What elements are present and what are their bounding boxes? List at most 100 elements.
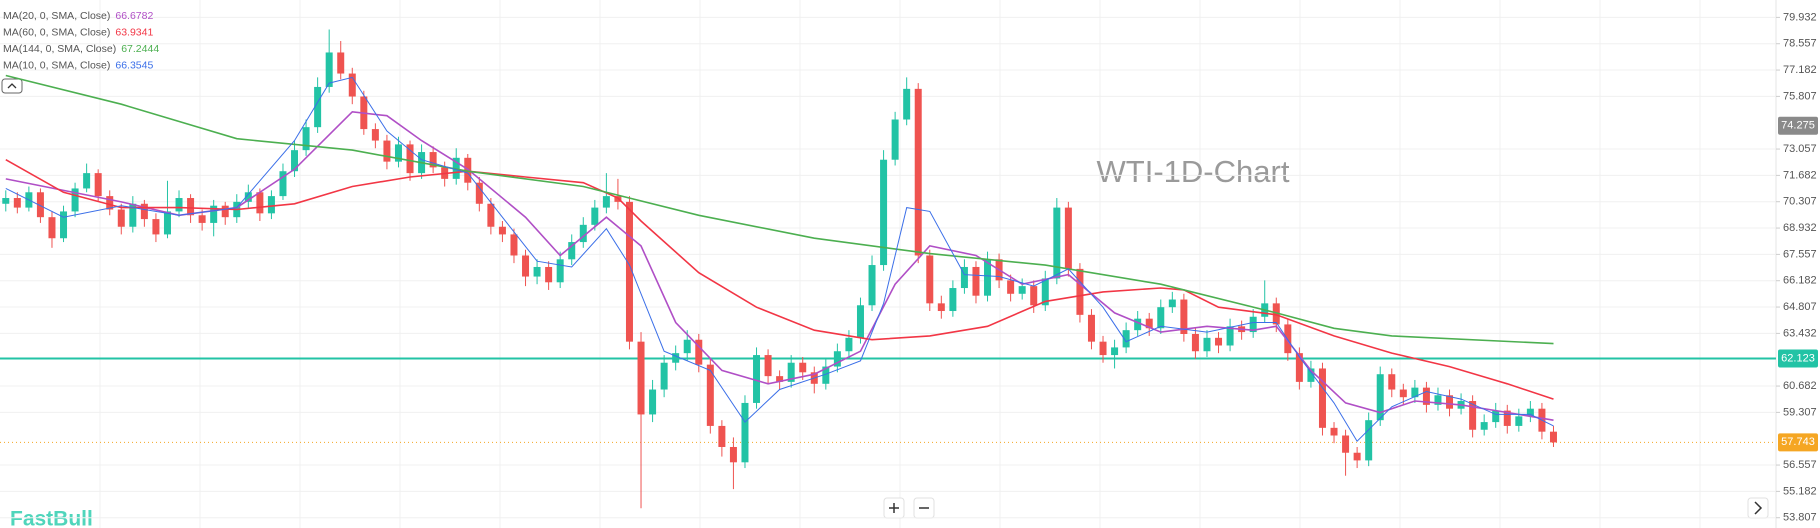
y-tick-label: 70.307	[1783, 196, 1817, 208]
collapse-icon	[7, 83, 17, 89]
candle-body	[1503, 410, 1511, 426]
zoom-in-icon	[889, 503, 899, 513]
candle-body	[545, 266, 553, 283]
candle-body	[1342, 435, 1350, 453]
candle-body	[291, 150, 299, 172]
scroll-right[interactable]	[1747, 497, 1769, 519]
candle-body	[845, 337, 853, 352]
candle-body	[406, 144, 414, 174]
y-tick-label: 64.807	[1783, 301, 1817, 313]
y-tick-label: 63.432	[1783, 327, 1817, 339]
candle-body	[1157, 307, 1165, 329]
price-tag	[1778, 116, 1818, 135]
candle-body	[602, 196, 610, 208]
y-tick-label: 78.557	[1783, 38, 1817, 50]
candle-body	[822, 366, 830, 384]
candle-body	[394, 144, 402, 162]
candle-body	[279, 171, 287, 197]
candle-body	[522, 255, 530, 277]
y-tick-label: 66.182	[1783, 275, 1817, 287]
candle-body	[579, 224, 587, 243]
candle-body	[1180, 299, 1188, 334]
candle-body	[556, 259, 564, 283]
legend-value: 66.3545	[115, 59, 153, 71]
candle-body	[325, 52, 333, 87]
price-tag-label: 57.743	[1781, 436, 1815, 448]
collapse-box[interactable]	[1, 78, 23, 94]
candle-body	[13, 198, 21, 208]
candle-body	[1053, 207, 1061, 279]
candle-body	[868, 265, 876, 306]
candle-body	[1284, 324, 1292, 354]
candle-body	[799, 362, 807, 373]
candle-body	[1469, 401, 1477, 430]
collapse-button[interactable]	[1, 78, 23, 94]
candle-body	[1353, 452, 1361, 461]
y-tick-label: 79.932	[1783, 11, 1817, 23]
price-tag-label: 74.275	[1781, 120, 1815, 132]
candle-body	[36, 192, 44, 218]
candle-body	[1399, 389, 1407, 398]
candle-body	[1203, 337, 1211, 352]
candle-body	[210, 205, 218, 223]
candle-body	[1492, 410, 1500, 423]
candle-body	[972, 266, 980, 296]
scroll-right-box[interactable]	[1747, 497, 1769, 519]
candle-body	[198, 215, 206, 223]
y-tick-label: 60.682	[1783, 380, 1817, 392]
candle-body	[637, 341, 645, 415]
candle-body	[1365, 420, 1373, 461]
y-tick-label: 68.932	[1783, 222, 1817, 234]
zoom-in[interactable]	[883, 497, 905, 519]
candle-body	[2, 198, 10, 204]
legend-value: 67.2444	[121, 43, 159, 55]
legend-name: MA(144, 0, SMA, Close)	[3, 43, 116, 55]
candle-body	[129, 203, 137, 227]
candle-body	[175, 198, 183, 212]
y-tick-label: 77.182	[1783, 64, 1817, 76]
legend-name: MA(10, 0, SMA, Close)	[3, 59, 110, 71]
candle-body	[1018, 286, 1026, 294]
zoom-out[interactable]	[913, 497, 935, 519]
candle-body	[1191, 333, 1199, 352]
price-tag	[1778, 433, 1818, 452]
candle-body	[660, 362, 668, 390]
candle-body	[1318, 368, 1326, 428]
vertical-grid	[99, 0, 1701, 528]
y-tick-label: 59.307	[1783, 406, 1817, 418]
candle-body	[914, 88, 922, 256]
candle-body	[498, 226, 506, 235]
candle-body	[672, 353, 680, 363]
candle-body	[510, 234, 518, 256]
ma-line	[5, 110, 1554, 421]
candle-body	[152, 219, 160, 235]
candle-body	[1376, 374, 1384, 421]
candle-body	[880, 159, 888, 266]
candle-body	[1388, 374, 1396, 390]
candle-body	[718, 425, 726, 447]
candle-body	[337, 52, 345, 74]
y-tick-label: 56.557	[1783, 459, 1817, 471]
candle-body	[1249, 316, 1257, 333]
candle-body	[1007, 280, 1015, 294]
candle-body	[695, 339, 703, 365]
candle-body	[729, 446, 737, 463]
candle-body	[903, 88, 911, 120]
candle-body	[71, 188, 79, 212]
legend-name: MA(60, 0, SMA, Close)	[3, 26, 110, 38]
candle-body	[371, 129, 379, 141]
candle-body	[787, 362, 795, 382]
candle-body	[487, 203, 495, 227]
candle-body	[960, 266, 968, 289]
candle-body	[764, 355, 772, 377]
y-tick-label: 75.807	[1783, 90, 1817, 102]
candle-body	[267, 196, 275, 214]
candle-body	[706, 364, 714, 426]
candle-body	[1549, 431, 1557, 443]
candle-body	[48, 217, 56, 239]
price-tag	[1778, 349, 1818, 368]
ma-line	[5, 74, 1554, 345]
candle-body	[1434, 395, 1442, 405]
candle-body	[302, 127, 310, 151]
